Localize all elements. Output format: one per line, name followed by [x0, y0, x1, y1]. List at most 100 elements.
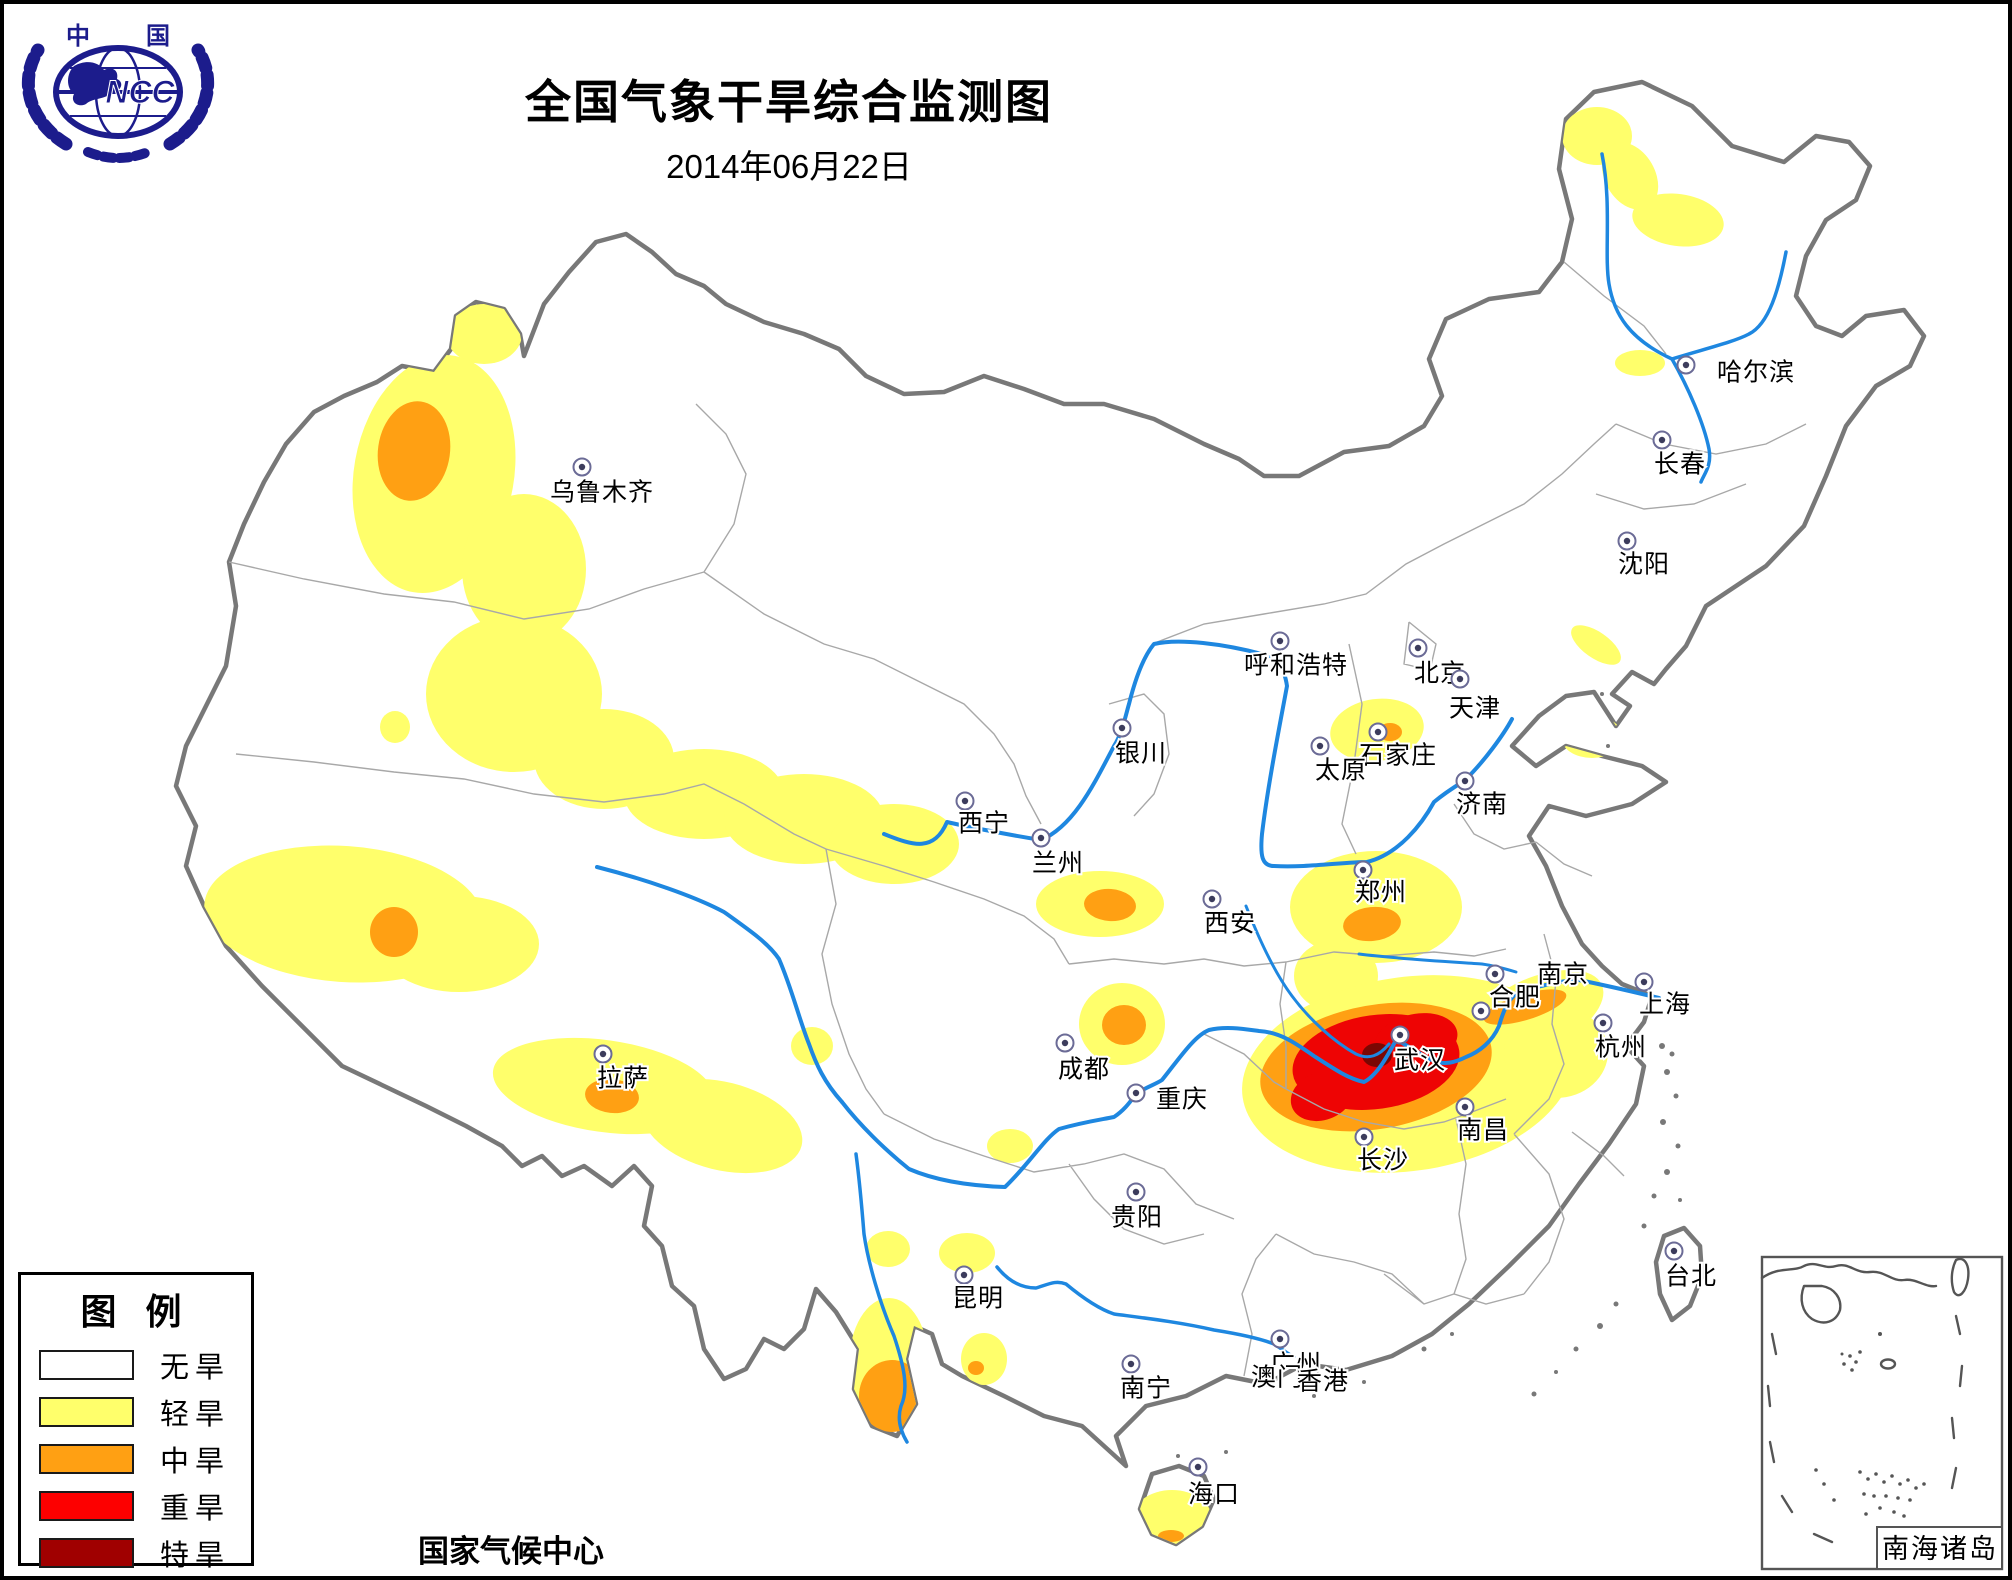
legend-swatch: [39, 1349, 134, 1380]
city-marker-dot: [1461, 1103, 1469, 1111]
legend-label: 无旱: [160, 1351, 231, 1384]
footer-source: 国家气候中心: [418, 1534, 604, 1569]
ncc-logo: 中 国 NCC: [21, 23, 215, 163]
city-label: 银川: [1115, 740, 1167, 768]
city-澳门: 澳门: [1249, 1362, 1304, 1394]
legend-row: 中旱: [39, 1435, 251, 1482]
city-marker-dot: [1208, 895, 1216, 903]
city-武汉: 武汉: [1390, 1025, 1447, 1077]
legend-label: 重旱: [160, 1492, 231, 1525]
legend-box: 图 例 无旱 轻旱 中旱 重旱 特旱: [18, 1272, 254, 1572]
logo-char-left: 中: [66, 23, 90, 50]
city-乌鲁木齐: 乌鲁木齐: [548, 457, 655, 509]
coastal-islands: [1176, 692, 1682, 1458]
city-label: 澳门: [1251, 1364, 1303, 1392]
city-label: 哈尔滨: [1717, 359, 1795, 387]
city-label: 济南: [1456, 791, 1508, 819]
page-date: 2014年06月22日: [666, 148, 912, 185]
city-label: 南京: [1537, 961, 1589, 989]
city-marker-dot: [1477, 1007, 1485, 1015]
city-label: 武汉: [1394, 1047, 1446, 1075]
country-outline: [173, 79, 1927, 1547]
city-银川: 银川: [1112, 718, 1168, 770]
city-西宁: 西宁: [955, 791, 1011, 840]
city-label: 西安: [1204, 910, 1256, 938]
city-label: 沈阳: [1618, 551, 1670, 579]
legend-label: 轻旱: [160, 1398, 231, 1431]
legend-swatch: [39, 1537, 134, 1568]
city-marker-dot: [599, 1050, 607, 1058]
city-marker-dot: [1491, 970, 1499, 978]
legend-row: 重旱: [39, 1482, 251, 1529]
city-南昌: 南昌: [1455, 1097, 1510, 1147]
city-香港: 香港: [1295, 1366, 1350, 1398]
province-borders: [228, 261, 1807, 1377]
city-label: 拉萨: [597, 1065, 649, 1093]
city-天津: 天津: [1447, 669, 1502, 725]
city-marker-dot: [1658, 436, 1666, 444]
city-label: 太原: [1315, 757, 1367, 785]
city-太原: 太原: [1310, 736, 1368, 787]
city-marker-dot: [1599, 1019, 1607, 1027]
city-南京: 南京: [1485, 959, 1590, 991]
city-marker-dot: [1316, 742, 1324, 750]
city-合肥: 合肥: [1471, 982, 1542, 1021]
city-marker-dot: [1374, 728, 1382, 736]
city-郑州: 郑州: [1353, 860, 1408, 909]
city-marker-dot: [1670, 1247, 1678, 1255]
city-label: 香港: [1297, 1368, 1349, 1396]
city-marker-dot: [1623, 537, 1631, 545]
legend-swatch: [39, 1443, 134, 1474]
city-重庆: 重庆: [1126, 1083, 1209, 1116]
city-label: 西宁: [958, 810, 1010, 838]
legend-label: 中旱: [160, 1445, 231, 1478]
city-label: 重庆: [1156, 1086, 1208, 1114]
city-西安: 西安: [1202, 889, 1257, 940]
legend-row: 轻旱: [39, 1388, 251, 1435]
city-济南: 济南: [1454, 771, 1509, 821]
city-label: 合肥: [1489, 984, 1541, 1012]
city-label: 天津: [1449, 695, 1501, 723]
city-marker-dot: [1127, 1360, 1135, 1368]
drought-layer: [204, 107, 1724, 1544]
city-label: 石家庄: [1359, 742, 1437, 770]
south-china-sea-inset: 南海诸岛: [1760, 1255, 2004, 1571]
city-marker-dot: [1359, 866, 1367, 874]
legend-row: 无旱: [39, 1341, 251, 1388]
city-label: 乌鲁木齐: [550, 479, 654, 507]
logo-ncc-text: NCC: [105, 74, 175, 110]
city-label: 上海: [1639, 991, 1691, 1019]
city-长沙: 长沙: [1354, 1127, 1410, 1177]
city-杭州: 杭州: [1593, 1013, 1648, 1064]
city-label: 南昌: [1457, 1117, 1509, 1145]
city-label: 海口: [1188, 1481, 1240, 1509]
city-南宁: 南宁: [1118, 1354, 1173, 1405]
city-label: 兰州: [1032, 850, 1084, 878]
city-marker-dot: [961, 797, 969, 805]
city-昆明: 昆明: [950, 1265, 1005, 1315]
logo-char-right: 国: [146, 24, 170, 50]
city-marker-dot: [1640, 978, 1648, 986]
city-label: 杭州: [1595, 1034, 1647, 1062]
city-上海: 上海: [1634, 972, 1692, 1021]
city-海口: 海口: [1186, 1457, 1241, 1511]
legend-rows: 无旱轻旱中旱重旱特旱: [39, 1341, 251, 1576]
city-label: 成都: [1058, 1056, 1110, 1084]
inset-island-dots: [1814, 1332, 1926, 1518]
city-marker-dot: [1037, 834, 1045, 842]
city-台北: 台北: [1663, 1241, 1718, 1293]
city-广州: 广州: [1268, 1329, 1323, 1381]
city-marker-dot: [1682, 361, 1690, 369]
city-marker-dot: [1132, 1089, 1140, 1097]
city-marker-dot: [1461, 777, 1469, 785]
logo-continent: [68, 62, 122, 106]
city-marker-dot: [1360, 1133, 1368, 1141]
legend-swatch: [39, 1490, 134, 1521]
city-marker-dot: [1132, 1188, 1140, 1196]
city-label: 南宁: [1120, 1375, 1172, 1403]
city-label: 贵阳: [1111, 1204, 1163, 1232]
city-marker-dot: [960, 1271, 968, 1279]
legend-label: 特旱: [160, 1539, 231, 1572]
city-沈阳: 沈阳: [1616, 531, 1671, 581]
